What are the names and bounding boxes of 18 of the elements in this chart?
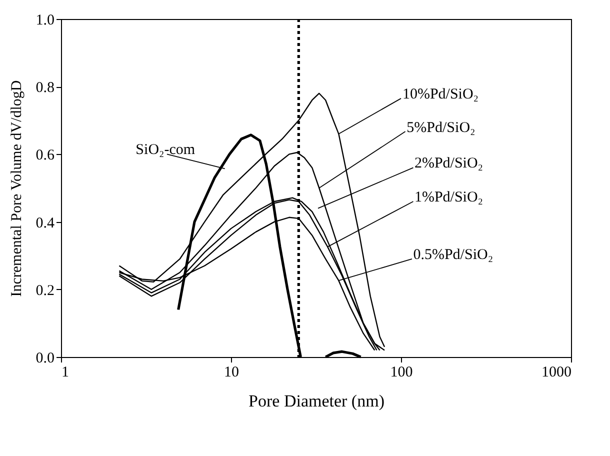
text: 5%Pd/SiO₂ (406, 120, 476, 136)
y-tick-label: 1.0 (36, 12, 54, 28)
y-axis-title: Incremental Pore Volume dV/dlogD (8, 80, 25, 297)
y-tick-label: 0.4 (36, 215, 55, 232)
x-tick-label: 1000 (542, 364, 572, 380)
y-tick-label: 0.0 (36, 350, 54, 366)
x-tick-label: 100 (390, 364, 413, 380)
text: 0.5%Pd/SiO₂ (413, 246, 494, 263)
x-axis-title: Pore Diameter (nm) (248, 392, 384, 410)
x-tick-label: 10 (224, 364, 239, 380)
series-label: SiO₂-com (136, 142, 196, 158)
text: 1%Pd/SiO₂ (414, 189, 484, 206)
y-tick-label: 0.8 (36, 80, 54, 96)
x-tick-label: 1 (62, 364, 69, 380)
y-tick-label: 0.6 (36, 148, 55, 164)
y-tick-label: 0.2 (36, 282, 54, 299)
text: 2%Pd/SiO₂ (414, 156, 484, 172)
text: 10%Pd/SiO₂ (402, 86, 479, 102)
